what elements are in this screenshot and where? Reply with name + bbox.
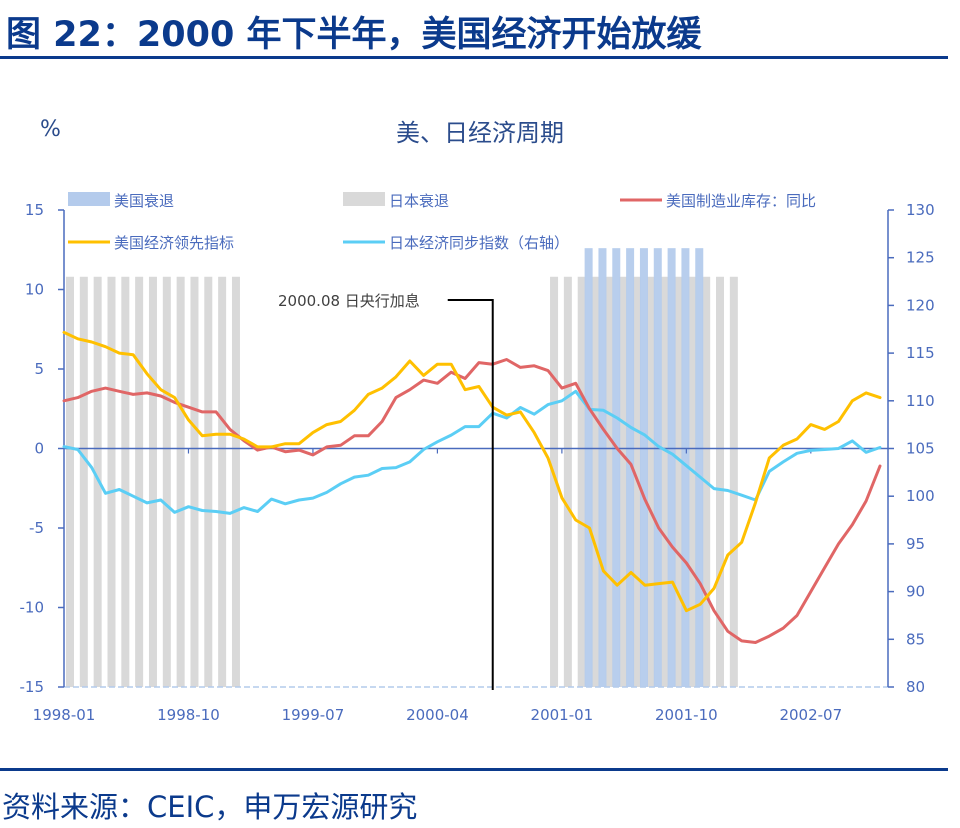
legend-japan-recession-swatch	[343, 192, 385, 206]
chart-title: 美、日经济周期	[396, 119, 564, 147]
annotation-pointer-line	[447, 299, 494, 690]
us-recession-bar	[695, 248, 704, 687]
japan-recession-bar	[176, 276, 185, 687]
left-axis-label: 0	[34, 440, 44, 458]
x-tick-label: 1998-10	[157, 706, 220, 724]
japan-recession-bar	[107, 276, 116, 687]
japan-recession-bar	[550, 276, 559, 687]
x-tick-label: 2001-10	[655, 706, 718, 724]
legend-us-inventory-label: 美国制造业库存：同比	[666, 192, 816, 210]
title-divider	[0, 56, 948, 59]
x-tick-label: 2002-07	[779, 706, 842, 724]
japan-recession-bar	[563, 276, 572, 687]
japan-recession-bar	[716, 276, 725, 687]
left-axis-label: -15	[20, 678, 45, 696]
japan-recession-bar	[688, 276, 697, 687]
japan-recession-bar	[148, 276, 157, 687]
right-axis-label: 80	[906, 678, 925, 696]
us-recession-bar	[598, 248, 607, 687]
left-axis-label: 5	[34, 360, 44, 378]
right-axis-label: 125	[906, 249, 935, 267]
japan-recession-bar	[204, 276, 213, 687]
japan-recession-bar	[729, 276, 738, 687]
left-axis-label: 15	[25, 201, 44, 219]
japan-recession-bar	[619, 276, 628, 687]
japan-recession-bar	[231, 276, 240, 687]
x-tick-label: 1999-07	[282, 706, 345, 724]
us-recession-bar	[612, 248, 621, 687]
us-recession-bar	[681, 248, 690, 687]
japan-recession-bar	[162, 276, 171, 687]
japan-recession-bar	[660, 276, 669, 687]
right-axis-label: 130	[906, 201, 935, 219]
japan-recession-bar	[646, 276, 655, 687]
us-recession-bar	[653, 248, 662, 687]
left-axis-label: 10	[25, 281, 44, 299]
right-axis-label: 110	[906, 392, 935, 410]
us-recession-bar	[626, 248, 635, 687]
japan-recession-bar	[79, 276, 88, 687]
legend-us-leading-index-label: 美国经济领先指标	[114, 234, 234, 252]
right-axis-label: 120	[906, 296, 935, 314]
chart-plot-area: 1998-01 1998-10 1999-07 2000-04 2001-01 2001-…	[20, 192, 935, 724]
japan-recession-bar	[577, 276, 586, 687]
source-note: 资料来源：CEIC，申万宏源研究	[2, 790, 418, 824]
x-tick-label: 1998-01	[33, 706, 96, 724]
us-leading-index-line	[62, 330, 882, 613]
japan-recession-bar	[66, 276, 74, 687]
annotation-label: 2000.08 日央行加息	[278, 292, 420, 310]
legend-us-recession-swatch	[68, 192, 110, 206]
japan-recession-bar	[93, 276, 102, 687]
left-axis-label: -5	[29, 519, 44, 537]
left-axis-unit: %	[40, 117, 61, 142]
figure-title: 图 22：2000 年下半年，美国经济开始放缓	[6, 15, 702, 55]
legend-japan-recession-label: 日本衰退	[389, 192, 449, 210]
right-axis-label: 85	[906, 630, 925, 648]
japan-recession-bar	[121, 276, 130, 687]
japan-recession-bar	[218, 276, 227, 687]
legend-us-recession-label: 美国衰退	[114, 192, 174, 210]
x-tick-label: 2001-01	[531, 706, 594, 724]
japan-recession-bar	[190, 276, 199, 687]
japan-recession-bar	[135, 276, 144, 687]
us-recession-bar	[639, 248, 648, 687]
japan-recession-bar	[605, 276, 614, 687]
right-axis-label: 90	[906, 583, 925, 601]
x-tick-label: 2000-04	[406, 706, 469, 724]
left-axis-label: -10	[20, 599, 45, 617]
right-axis-label: 105	[906, 440, 935, 458]
us-recession-bar	[584, 248, 593, 687]
right-axis-label: 95	[906, 535, 925, 553]
legend-japan-coincident-index-label: 日本经济同步指数（右轴）	[389, 234, 569, 252]
japan-recession-bar	[674, 276, 683, 687]
right-axis-label: 115	[906, 344, 935, 362]
us-inventory-line	[62, 358, 882, 644]
japan-recession-bar	[591, 276, 600, 687]
us-recession-bar	[667, 248, 676, 687]
source-divider	[0, 768, 948, 771]
right-axis-label: 100	[906, 487, 935, 505]
japan-coincident-index-line	[62, 389, 882, 515]
